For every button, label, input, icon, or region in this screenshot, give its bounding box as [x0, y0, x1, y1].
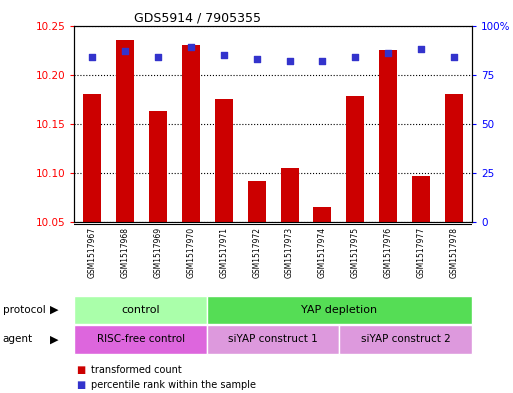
Point	[252, 56, 261, 62]
Point	[417, 46, 425, 52]
Bar	[182, 45, 200, 222]
Text: transformed count: transformed count	[91, 365, 182, 375]
Bar	[340, 325, 472, 354]
Text: GSM1517967: GSM1517967	[88, 227, 97, 278]
Bar	[215, 99, 233, 222]
Text: GSM1517972: GSM1517972	[252, 227, 261, 278]
Point	[154, 54, 162, 60]
Bar	[116, 40, 134, 222]
Bar	[412, 176, 430, 222]
Text: GSM1517971: GSM1517971	[220, 227, 228, 278]
Text: GDS5914 / 7905355: GDS5914 / 7905355	[134, 11, 261, 24]
Text: GSM1517978: GSM1517978	[449, 227, 459, 278]
Bar	[281, 168, 299, 222]
Bar	[346, 96, 364, 222]
Text: GSM1517970: GSM1517970	[187, 227, 195, 278]
Bar	[379, 50, 397, 222]
Bar	[74, 325, 207, 354]
Bar	[207, 296, 472, 324]
Point	[121, 48, 129, 54]
Point	[220, 52, 228, 58]
Point	[351, 54, 360, 60]
Text: ▶: ▶	[50, 334, 59, 344]
Text: ■: ■	[76, 365, 85, 375]
Text: ▶: ▶	[50, 305, 59, 315]
Bar	[445, 94, 463, 222]
Text: agent: agent	[3, 334, 33, 344]
Text: GSM1517976: GSM1517976	[384, 227, 392, 278]
Text: YAP depletion: YAP depletion	[301, 305, 378, 315]
Text: GSM1517973: GSM1517973	[285, 227, 294, 278]
Text: GSM1517968: GSM1517968	[121, 227, 130, 278]
Bar	[313, 208, 331, 222]
Point	[384, 50, 392, 56]
Point	[88, 54, 96, 60]
Point	[187, 44, 195, 50]
Bar	[248, 181, 266, 222]
Text: RISC-free control: RISC-free control	[96, 334, 185, 344]
Bar	[207, 325, 340, 354]
Text: GSM1517977: GSM1517977	[417, 227, 425, 278]
Text: percentile rank within the sample: percentile rank within the sample	[91, 380, 256, 390]
Bar	[84, 94, 102, 222]
Bar	[149, 111, 167, 222]
Text: protocol: protocol	[3, 305, 45, 315]
Point	[286, 58, 294, 64]
Text: siYAP construct 2: siYAP construct 2	[361, 334, 450, 344]
Text: GSM1517975: GSM1517975	[351, 227, 360, 278]
Point	[319, 58, 327, 64]
Bar	[74, 296, 207, 324]
Text: control: control	[122, 305, 160, 315]
Text: GSM1517969: GSM1517969	[154, 227, 163, 278]
Text: GSM1517974: GSM1517974	[318, 227, 327, 278]
Text: ■: ■	[76, 380, 85, 390]
Text: siYAP construct 1: siYAP construct 1	[228, 334, 318, 344]
Point	[450, 54, 458, 60]
